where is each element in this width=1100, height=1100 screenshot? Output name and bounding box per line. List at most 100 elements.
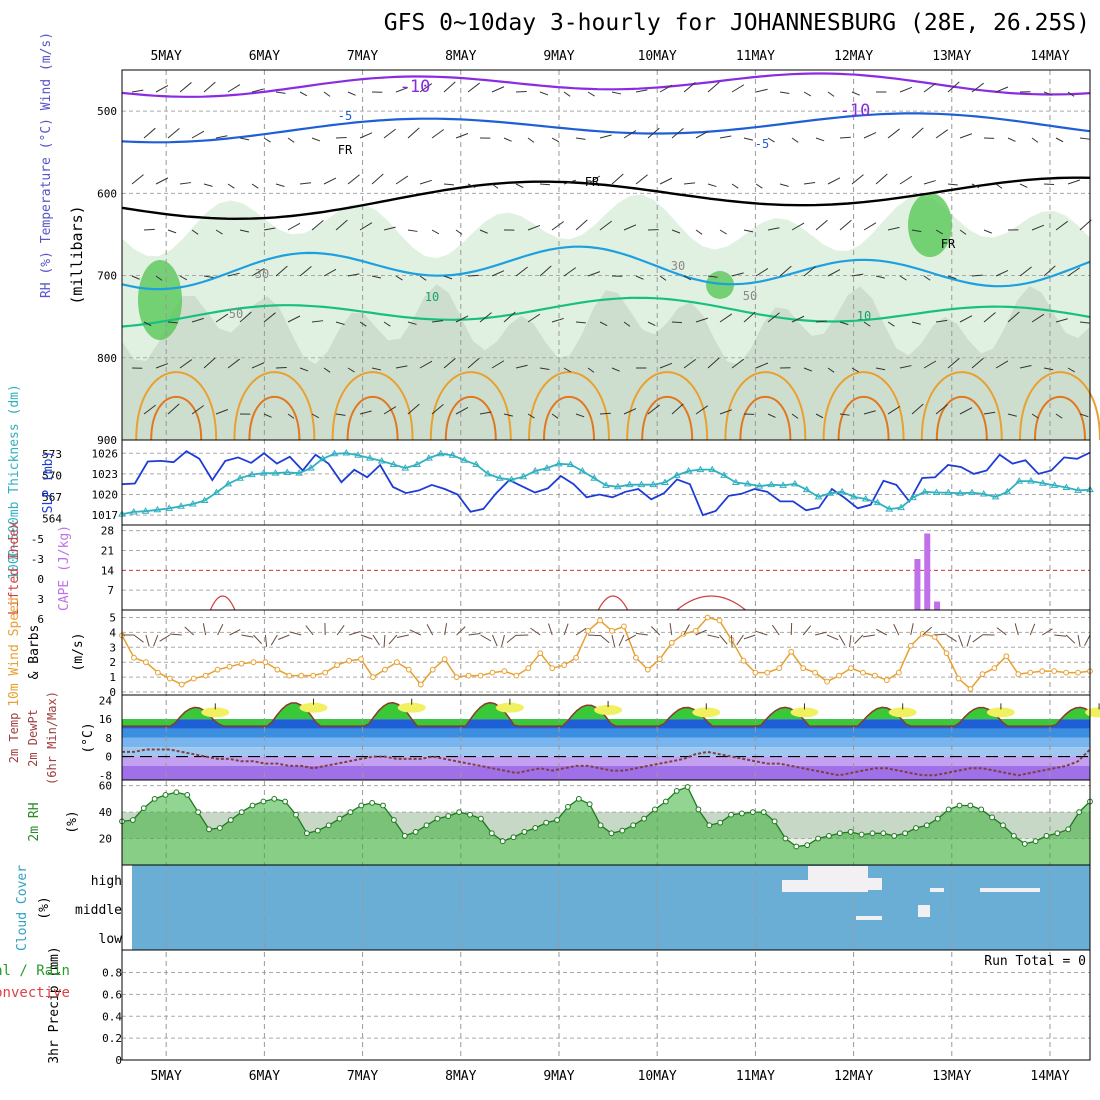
wind-barb-10m bbox=[946, 634, 957, 642]
tick-label-cape-7: 7 bbox=[107, 584, 114, 597]
wind-barb bbox=[755, 268, 769, 277]
wind-barb bbox=[227, 84, 241, 93]
thickness-marker bbox=[1027, 477, 1035, 484]
temperature-contour-15 bbox=[822, 371, 905, 441]
wind-barb bbox=[335, 219, 348, 231]
thickness-marker bbox=[554, 459, 563, 467]
wind-barb bbox=[263, 227, 276, 231]
wind-barb-10m bbox=[506, 634, 517, 643]
wind-barb bbox=[899, 275, 907, 281]
wind-barb-10m bbox=[202, 623, 207, 636]
wind-barb bbox=[1067, 367, 1075, 373]
rh-marker bbox=[227, 817, 234, 823]
wind-barb bbox=[731, 183, 739, 189]
wind-speed-marker bbox=[453, 674, 460, 680]
date-tick-bottom-9may: 9MAY bbox=[543, 1069, 574, 1084]
rh-marker bbox=[314, 827, 321, 834]
wind-barb bbox=[863, 222, 877, 231]
tick-label-temp--8: -8 bbox=[99, 769, 112, 782]
rh-shading-30 bbox=[122, 194, 1090, 440]
wind-barb bbox=[599, 412, 611, 415]
wind-barb bbox=[539, 367, 550, 371]
temperature-contour-15 bbox=[1018, 371, 1100, 441]
thickness-marker bbox=[932, 488, 941, 496]
rh-marker bbox=[673, 788, 680, 794]
thickness-marker bbox=[306, 464, 315, 471]
rh-marker bbox=[826, 833, 832, 839]
rh-marker bbox=[706, 822, 713, 829]
tick-label-precip-0-2: 0.2 bbox=[102, 1032, 122, 1045]
dewpoint-line bbox=[122, 748, 1091, 777]
wind-barb bbox=[707, 275, 718, 278]
rh-marker bbox=[586, 801, 593, 808]
wind-barb-10m bbox=[348, 631, 361, 636]
date-tick-bottom-7may: 7MAY bbox=[347, 1069, 378, 1084]
tick-label-slp-1023: 1023 bbox=[92, 468, 119, 481]
rh-marker bbox=[369, 799, 376, 806]
wind-barb bbox=[911, 321, 921, 325]
thickness-marker bbox=[708, 465, 717, 473]
thickness-marker bbox=[377, 456, 386, 464]
wind-barb bbox=[479, 229, 488, 234]
thickness-marker bbox=[909, 493, 917, 501]
wind-barb bbox=[875, 275, 885, 279]
data-series bbox=[118, 72, 1100, 920]
wind-barb bbox=[551, 137, 560, 143]
wind-barb bbox=[683, 81, 696, 93]
wind-barb bbox=[179, 359, 193, 369]
wind-speed-marker bbox=[537, 650, 544, 657]
thickness-marker bbox=[354, 451, 362, 458]
wind-speed-marker bbox=[824, 678, 830, 685]
wind-barb bbox=[527, 224, 541, 231]
wind-barb bbox=[1007, 137, 1016, 142]
thickness-marker bbox=[1062, 483, 1071, 491]
wind-barb bbox=[251, 268, 265, 277]
thickness-marker bbox=[212, 488, 221, 496]
wind-barb bbox=[419, 179, 432, 185]
wind-barb bbox=[311, 320, 324, 323]
tick-label-rh-40: 40 bbox=[99, 806, 112, 819]
axis-title-wind-units: (m/s) bbox=[71, 632, 86, 671]
wind-barb bbox=[491, 183, 499, 189]
wind-barb bbox=[275, 91, 286, 94]
temperature-contour-15 bbox=[233, 371, 316, 441]
lifted-index-line bbox=[597, 595, 629, 611]
tick-label-pressure-900: 900 bbox=[97, 434, 117, 447]
wind-barb bbox=[539, 91, 549, 96]
axis-title-millibars: (millibars) bbox=[68, 205, 86, 304]
thickness-marker bbox=[330, 449, 339, 457]
wind-barb bbox=[755, 183, 763, 189]
tick-label-slp-1017: 1017 bbox=[92, 509, 119, 522]
chart-title: GFS 0~10day 3-hourly for JOHANNESBURG (2… bbox=[383, 10, 1090, 36]
wind-barb bbox=[599, 134, 612, 139]
wind-barb bbox=[347, 174, 360, 185]
wind-barb-10m bbox=[683, 624, 690, 636]
wind-barb-10m bbox=[159, 634, 171, 642]
rh-marker bbox=[162, 792, 169, 798]
rh-marker bbox=[195, 809, 202, 815]
wind-barb-10m bbox=[253, 634, 263, 645]
thickness-marker bbox=[944, 488, 953, 496]
wind-barb bbox=[311, 413, 320, 419]
wind-barb bbox=[1031, 137, 1039, 143]
wind-barb bbox=[275, 265, 288, 277]
wind-barb-10m bbox=[876, 628, 888, 636]
thickness-marker bbox=[236, 474, 244, 481]
rh-marker bbox=[423, 822, 430, 829]
tick-label-temp-24: 24 bbox=[99, 694, 113, 707]
wind-barb bbox=[503, 413, 513, 417]
rh-marker bbox=[173, 789, 180, 796]
cloud-block bbox=[980, 888, 1040, 892]
panel-fills bbox=[122, 70, 1090, 1060]
wind-barb bbox=[299, 265, 312, 277]
wind-barb bbox=[875, 367, 886, 371]
wind-barb bbox=[407, 127, 420, 139]
wind-barb bbox=[611, 91, 622, 95]
wind-barb bbox=[659, 84, 673, 93]
wind-barb-10m bbox=[707, 634, 720, 639]
thickness-marker bbox=[519, 472, 528, 480]
tick-label-thickness-573: 573 bbox=[42, 448, 62, 461]
wind-speed-marker bbox=[561, 662, 568, 669]
tick-label-pressure-500: 500 bbox=[97, 105, 117, 118]
